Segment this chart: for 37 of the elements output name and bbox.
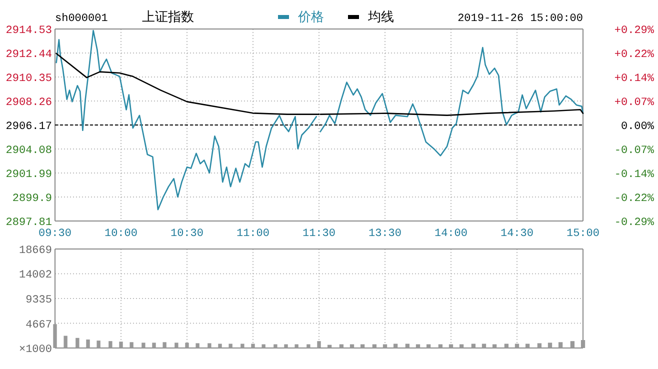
x-tick-label: 11:00 — [236, 228, 270, 240]
x-tick-label: 15:00 — [566, 228, 600, 240]
y2-tick-label: +0.14% — [614, 73, 654, 85]
x-tick-label: 10:00 — [104, 228, 138, 240]
y-tick-label: 2897.81 — [6, 217, 52, 229]
y-tick-label: 14002 — [18, 270, 52, 282]
y-tick-label: 2901.99 — [6, 169, 52, 181]
x-tick-label: 10:30 — [170, 228, 204, 240]
y2-tick-label: +0.22% — [614, 49, 654, 61]
text: 2019-11-26 15:00:00 — [458, 13, 583, 25]
chart-subtitle: sh000001 — [55, 13, 108, 25]
y2-tick-label: -0.07% — [614, 145, 654, 157]
y2-tick-label: -0.29% — [614, 217, 654, 229]
legend-label: 价格 — [297, 10, 324, 25]
x-tick-label: 11:30 — [302, 228, 336, 240]
legend-label: 均线 — [367, 10, 394, 25]
x-tick-label: 14:00 — [434, 228, 468, 240]
y-tick-label: 18669 — [18, 245, 52, 257]
y-axis-title: ×1000 — [18, 344, 52, 356]
y-tick-label: 2912.44 — [6, 49, 52, 61]
y-tick-label: 9335 — [26, 294, 52, 306]
y2-tick-label: +0.29% — [614, 25, 654, 37]
x-tick-label: 14:30 — [500, 228, 534, 240]
x-tick-label: 13:30 — [368, 228, 402, 240]
y-tick-label: 2906.17 — [6, 121, 52, 133]
chart-title: 上证指数 — [142, 10, 194, 25]
y2-tick-label: -0.14% — [614, 169, 654, 181]
y2-tick-label: -0.22% — [614, 193, 654, 205]
y-tick-label: 2904.08 — [6, 145, 52, 157]
y2-tick-label: +0.07% — [614, 97, 654, 109]
y-tick-label: 2910.35 — [6, 73, 52, 85]
y-tick-label: 2908.26 — [6, 97, 52, 109]
y2-tick-label: 0.00% — [620, 121, 654, 133]
y-tick-label: 2899.9 — [12, 193, 52, 205]
y-tick-label: 2914.53 — [6, 25, 52, 37]
x-tick-label: 09:30 — [38, 228, 72, 240]
y-tick-label: 4667 — [26, 319, 52, 332]
